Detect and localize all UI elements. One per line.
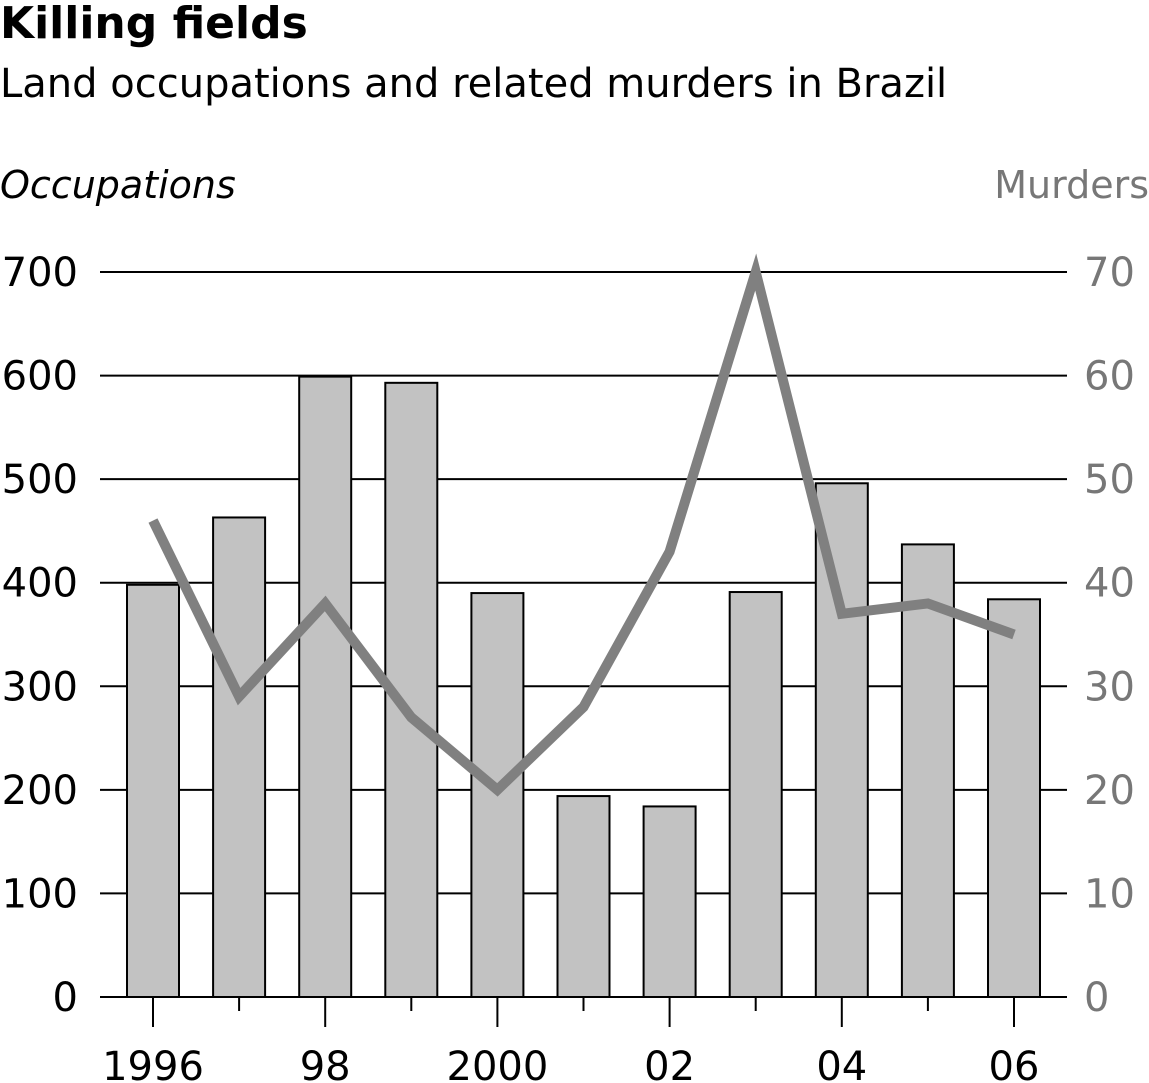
x-tick-label: 1996 — [102, 1044, 204, 1083]
y-left-tick-label: 200 — [2, 768, 78, 814]
y-right-tick-label: 40 — [1084, 561, 1135, 607]
y-right-tick-label: 10 — [1084, 871, 1135, 917]
chart-title: Killing fields — [0, 0, 308, 49]
x-tick-label: 06 — [989, 1044, 1040, 1083]
y-left-tick-label: 300 — [2, 664, 78, 710]
y-right-tick-label: 30 — [1084, 664, 1135, 710]
y-left-tick-label: 700 — [2, 250, 78, 296]
chart-subtitle: Land occupations and related murders in … — [0, 61, 947, 107]
line-series-murders — [148, 253, 1016, 797]
y-left-tick-label: 400 — [2, 561, 78, 607]
bar-1998 — [298, 375, 353, 999]
bar-1997 — [212, 516, 267, 998]
y-axis-left-ticks: 0 100 200 300 400 500 600 700 — [2, 250, 78, 1021]
bar-2002 — [642, 805, 697, 999]
x-axis-ticks: 1996 98 2000 02 04 06 — [102, 1044, 1039, 1083]
bar-2006 — [987, 598, 1041, 998]
murders-line — [148, 253, 1016, 797]
bar-2005 — [900, 543, 955, 999]
x-tick-label: 98 — [300, 1044, 351, 1083]
y-axis-right-ticks: 0 10 20 30 40 50 60 70 — [1084, 250, 1135, 1021]
bar-1996 — [126, 583, 180, 998]
y-right-tick-label: 20 — [1084, 768, 1135, 814]
y-right-tick-label: 0 — [1084, 975, 1109, 1021]
x-axis — [100, 996, 1067, 1027]
y-right-tick-label: 60 — [1084, 354, 1135, 400]
bar-2001 — [556, 795, 611, 998]
y-left-tick-label: 100 — [2, 871, 78, 917]
y-left-tick-label: 0 — [53, 975, 78, 1021]
y-left-tick-label: 500 — [2, 457, 78, 503]
bar-series-occupations — [126, 375, 1041, 999]
x-tick-label: 2000 — [447, 1044, 549, 1083]
bar-2003 — [728, 591, 783, 998]
y-left-tick-label: 600 — [2, 354, 78, 400]
y-right-tick-label: 50 — [1084, 457, 1135, 503]
y-right-tick-label: 70 — [1084, 250, 1135, 296]
x-tick-label: 02 — [644, 1044, 695, 1083]
x-tick-label: 04 — [816, 1044, 867, 1083]
y-axis-left-label: Occupations — [0, 163, 236, 207]
y-axis-right-label: Murders — [994, 163, 1149, 207]
